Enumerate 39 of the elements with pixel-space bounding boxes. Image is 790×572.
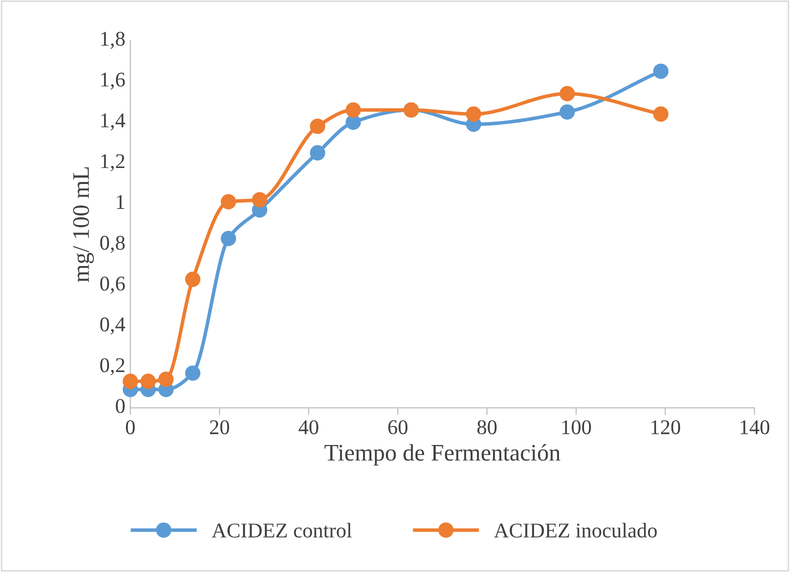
legend-label: ACIDEZ inoculado bbox=[494, 522, 657, 538]
legend-label: ACIDEZ control bbox=[212, 522, 352, 538]
y-tick-label: 1,6 bbox=[101, 72, 125, 90]
y-tick-label: 0 bbox=[116, 398, 125, 414]
point bbox=[346, 114, 361, 130]
y-axis-title: mg/ 100 mL bbox=[73, 167, 94, 282]
x-axis-title: Tiempo de Fermentación bbox=[324, 444, 560, 466]
x-tick-label: 120 bbox=[652, 420, 680, 434]
point bbox=[310, 118, 326, 134]
point bbox=[158, 372, 174, 387]
y-tick-label: 0,4 bbox=[100, 317, 126, 334]
x-tick-label: 40 bbox=[298, 420, 318, 434]
x-tick-label: 100 bbox=[562, 420, 591, 434]
x-tick-label: 20 bbox=[210, 420, 230, 434]
point bbox=[140, 374, 156, 389]
point bbox=[185, 272, 200, 287]
y-tick-label: 1 bbox=[116, 195, 124, 209]
point bbox=[122, 374, 138, 389]
y-tick-label: 1,2 bbox=[101, 154, 124, 172]
point bbox=[310, 145, 326, 160]
point bbox=[653, 64, 668, 79]
y-tick-label: 0,8 bbox=[100, 236, 125, 253]
x-tick-label: 0 bbox=[126, 420, 135, 434]
point bbox=[220, 230, 236, 246]
y-tick-label: 0,6 bbox=[100, 276, 125, 294]
point bbox=[252, 192, 268, 208]
x-tick-label: 80 bbox=[477, 420, 497, 434]
point bbox=[185, 366, 200, 381]
x-tick-label: 140 bbox=[740, 420, 770, 434]
x-tick-label: 60 bbox=[388, 420, 408, 434]
point bbox=[560, 86, 575, 102]
point bbox=[653, 106, 668, 122]
point bbox=[346, 102, 361, 118]
point bbox=[220, 194, 236, 210]
point bbox=[466, 106, 482, 122]
y-tick-label: 1,8 bbox=[101, 32, 125, 49]
y-tick-label: 0,2 bbox=[100, 358, 124, 376]
point bbox=[560, 104, 575, 120]
y-tick-label: 1,4 bbox=[101, 113, 126, 130]
